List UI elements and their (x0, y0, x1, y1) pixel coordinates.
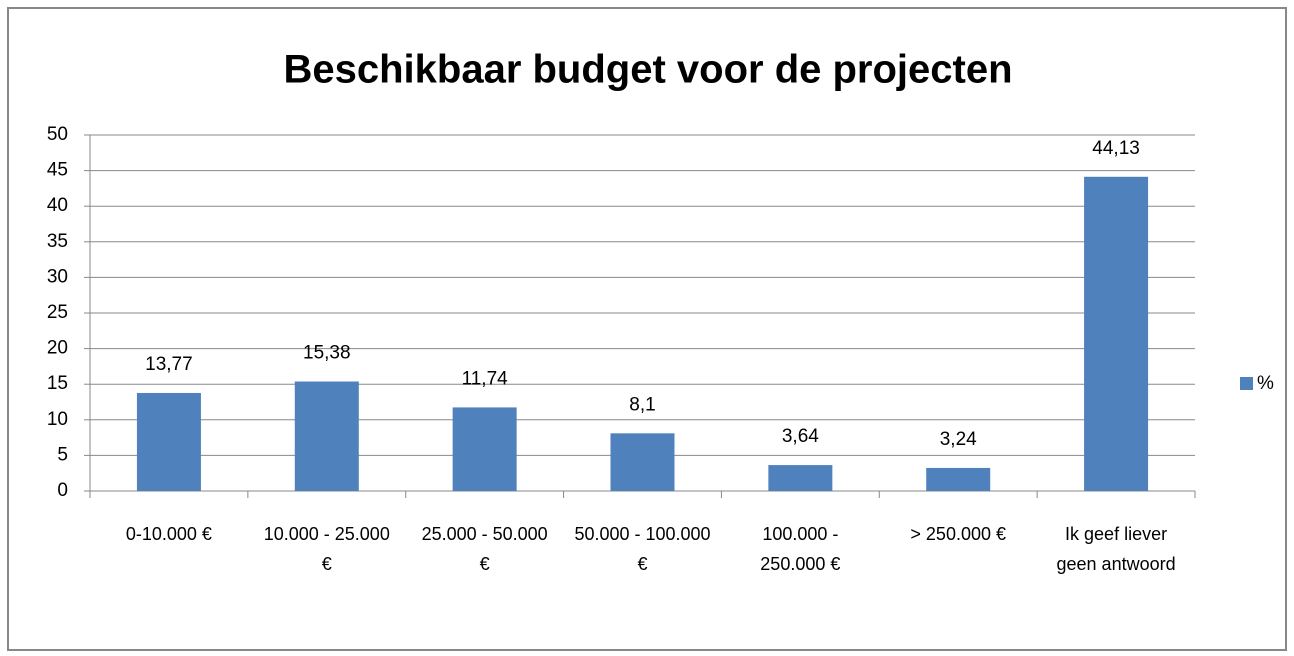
bar (768, 465, 833, 491)
y-tick-label: 50 (47, 124, 68, 145)
bar (452, 407, 517, 491)
x-tick-label: 0-10.000 € (125, 524, 212, 544)
y-tick-label: 35 (47, 231, 68, 252)
chart-border (7, 7, 1287, 651)
y-tick-label: 15 (47, 373, 68, 394)
bar (610, 433, 675, 491)
legend-swatch (1240, 377, 1253, 390)
y-tick-label: 40 (47, 195, 68, 216)
x-tick-label: 100.000 - 250.000 € (760, 524, 841, 574)
legend-label: % (1257, 373, 1274, 394)
x-tick-label: 25.000 - 50.000 € (421, 524, 548, 574)
y-tick-label: 0 (57, 480, 68, 501)
data-label: 3,24 (940, 429, 977, 450)
bar (294, 381, 359, 491)
data-label: 44,13 (1092, 138, 1140, 159)
data-label: 13,77 (145, 354, 193, 375)
x-tick-label: 10.000 - 25.000 € (263, 524, 390, 574)
x-tick-label: Ik geef liever geen antwoord (1056, 524, 1176, 574)
y-tick-label: 10 (47, 409, 68, 430)
data-label: 15,38 (303, 343, 351, 364)
bar (1084, 176, 1149, 491)
bar (926, 467, 991, 491)
y-tick-label: 45 (47, 160, 68, 181)
bar (136, 392, 201, 491)
y-tick-label: 5 (57, 444, 68, 465)
y-tick-label: 20 (47, 338, 68, 359)
data-label: 8,1 (629, 394, 655, 415)
chart-title: Beschikbaar budget voor de projecten (283, 48, 1012, 92)
x-tick-label: 50.000 - 100.000 € (574, 524, 711, 574)
data-label: 11,74 (462, 368, 509, 389)
x-tick-label: > 250.000 € (910, 524, 1006, 544)
y-tick-label: 25 (47, 302, 68, 323)
y-tick-label: 30 (47, 266, 68, 287)
data-label: 3,64 (782, 426, 819, 447)
